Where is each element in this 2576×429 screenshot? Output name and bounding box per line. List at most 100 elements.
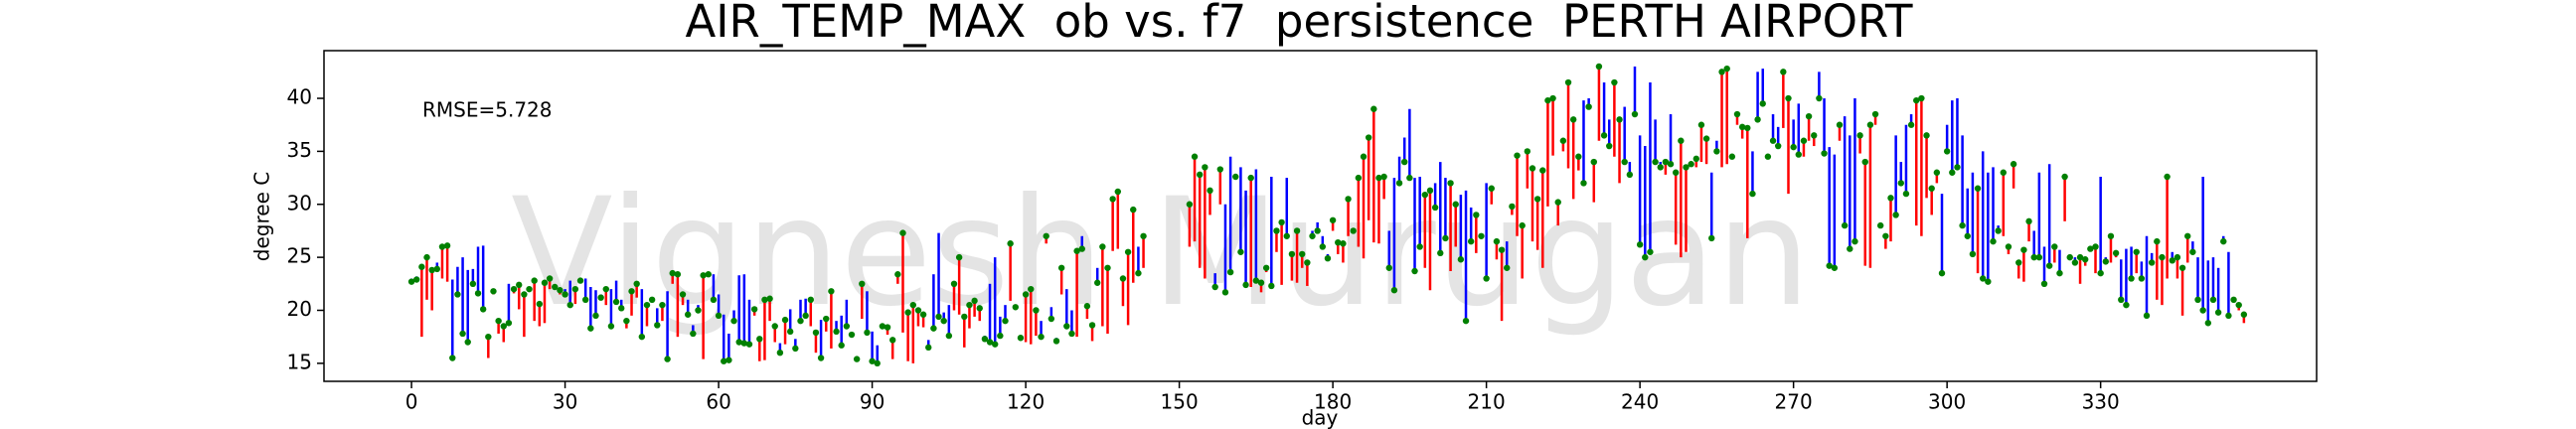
observation-dot [848, 331, 856, 339]
observation-dot [1938, 269, 1946, 277]
observation-dot [1007, 240, 1014, 247]
observation-dot [1355, 174, 1363, 182]
observation-dot [986, 339, 994, 346]
observation-dot [1047, 315, 1055, 323]
observation-dot [1836, 121, 1844, 128]
observation-dot [1375, 174, 1382, 182]
observation-dot [2199, 307, 2206, 314]
observation-dot [1483, 275, 1490, 282]
y-axis-label: degree C [250, 172, 274, 261]
observation-dot [2240, 311, 2248, 318]
observation-dot [2138, 275, 2146, 282]
observation-dot [904, 309, 911, 316]
observation-dot [1104, 264, 1111, 271]
observation-dot [1509, 203, 1516, 211]
observation-dot [1728, 153, 1736, 160]
observation-dot [1431, 204, 1439, 212]
observation-dot [1114, 188, 1122, 196]
observation-dot [418, 263, 425, 270]
observation-dot [1544, 96, 1551, 104]
observation-dot [1539, 167, 1546, 174]
observation-dot [1795, 151, 1802, 158]
x-tick-label: 270 [1775, 390, 1813, 414]
observation-dot [2128, 275, 2135, 282]
observation-dot [1636, 241, 1644, 248]
observation-dot [1216, 166, 1224, 173]
observation-dot [1611, 78, 1618, 86]
observation-dot [1411, 267, 1418, 275]
annotation: RMSE=5.728 [422, 98, 553, 122]
observation-dot [869, 358, 876, 364]
observation-dot [1841, 221, 1849, 229]
observation-dot [2189, 248, 2196, 255]
observation-dot [2082, 256, 2089, 263]
observation-dot [807, 296, 814, 304]
observation-dot [2087, 245, 2094, 252]
observation-dot [423, 253, 430, 261]
observation-dot [438, 243, 446, 250]
observation-dot [961, 313, 968, 321]
observation-dot [705, 271, 712, 278]
observation-dot [1278, 218, 1285, 226]
observation-dot [1657, 164, 1664, 171]
observation-dot [1847, 245, 1853, 252]
observation-dot [1662, 158, 1670, 166]
observation-dot [1621, 158, 1628, 166]
observation-dot [1964, 232, 1971, 239]
observation-dot [2005, 243, 2012, 250]
observation-dot [1585, 103, 1592, 110]
observation-dot [879, 323, 886, 330]
observation-dot [1861, 158, 1868, 166]
observation-dot [1437, 249, 1444, 257]
y-tick-label: 40 [287, 85, 312, 109]
observation-dot [1314, 227, 1321, 234]
observation-dot [669, 269, 676, 277]
observation-dot [674, 271, 682, 278]
observation-dot [1191, 153, 1199, 160]
observation-dot [797, 317, 804, 325]
observation-dot [516, 281, 523, 289]
observation-dot [449, 355, 456, 361]
observation-dot [971, 297, 978, 305]
observation-dot [1902, 190, 1910, 198]
observation-dot [1683, 164, 1690, 171]
observation-dot [761, 296, 768, 304]
observation-dot [428, 266, 435, 274]
observation-dot [2035, 253, 2043, 261]
observation-dot [786, 328, 794, 336]
observation-dot [1764, 153, 1772, 160]
observation-dot [1595, 63, 1603, 71]
observation-dot [888, 337, 896, 344]
observation-dot [1324, 254, 1332, 262]
observation-dot [1130, 206, 1137, 214]
observation-dot [1309, 232, 1316, 239]
observation-dot [1028, 285, 1035, 293]
observation-dot [1672, 169, 1680, 176]
observation-dot [1667, 161, 1675, 168]
observation-dot [1457, 256, 1465, 263]
observation-dot [1549, 94, 1556, 102]
observation-dot [684, 311, 692, 318]
observation-dot [2148, 259, 2156, 266]
observation-dot [581, 296, 589, 304]
x-tick-label: 150 [1161, 390, 1199, 414]
observation-dot [2174, 253, 2181, 261]
observation-dot [1866, 121, 1874, 128]
observation-dot [2030, 253, 2037, 261]
observation-dot [552, 283, 559, 291]
observation-dot [1985, 278, 1992, 285]
observation-dot [474, 290, 482, 297]
observation-dot [576, 277, 584, 284]
observation-dot [721, 358, 727, 364]
observation-dot [1688, 161, 1694, 168]
observation-dot [710, 296, 718, 304]
observation-dot [1529, 165, 1536, 172]
observation-dot [1918, 94, 1925, 102]
observation-dot [1590, 158, 1597, 166]
observation-dot [955, 253, 963, 261]
observation-dot [1759, 100, 1766, 107]
observation-dot [1078, 245, 1085, 252]
observation-dot [1226, 268, 1234, 276]
observation-dot [1365, 134, 1372, 141]
observation-dot [1626, 171, 1634, 179]
